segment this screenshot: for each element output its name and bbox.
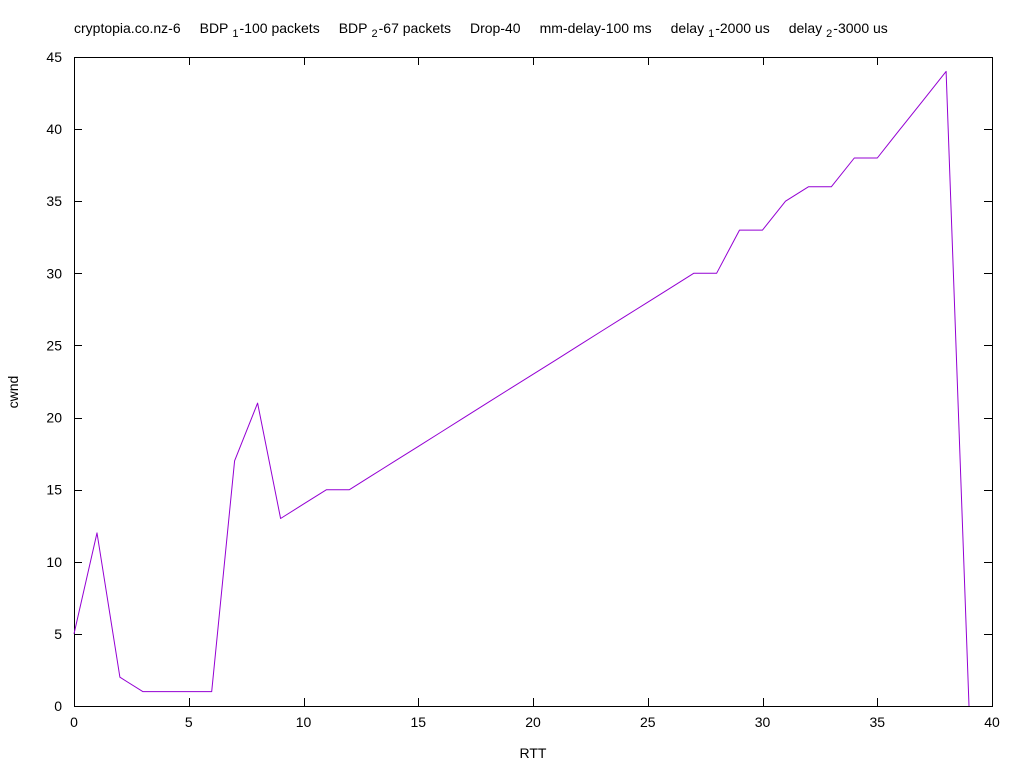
y-tick-label: 25 (46, 337, 62, 353)
series-line-0 (73, 70, 970, 707)
title-part-5-subscript: 1 (708, 28, 714, 40)
y-tick-label: 20 (46, 410, 62, 426)
title-part-3: Drop-40 (470, 20, 521, 36)
title-part-1: BDP (200, 20, 229, 36)
x-tick-label: 5 (185, 714, 193, 730)
title-part-5: delay (671, 20, 704, 36)
title-part-1-suffix: -100 packets (240, 20, 320, 36)
x-tick-label: 20 (525, 714, 541, 730)
y-tick-label: 30 (46, 265, 62, 281)
title-part-1-subscript: 1 (232, 28, 238, 40)
title-part-6: delay (789, 20, 822, 36)
title-part-4: mm-delay-100 ms (540, 20, 652, 36)
y-tick-label: 0 (54, 698, 62, 714)
chart-title: cryptopia.co.nz-6 BDP 1-100 packets BDP 2-67… (74, 20, 888, 40)
x-tick-label: 30 (755, 714, 771, 730)
x-tick-label: 35 (869, 714, 885, 730)
x-tick-label: 40 (984, 714, 1000, 730)
title-part-6-suffix: -3000 us (833, 20, 887, 36)
title-part-2: BDP (339, 20, 368, 36)
y-axis-label: cwnd (5, 376, 21, 409)
y-tick-label: 15 (46, 482, 62, 498)
y-tick-label: 10 (46, 554, 62, 570)
title-part-5-suffix: -2000 us (715, 20, 769, 36)
series-group (73, 70, 970, 707)
x-tick-label: 0 (70, 714, 78, 730)
title-part-0: cryptopia.co.nz-6 (74, 20, 181, 36)
x-tick-label: 15 (410, 714, 426, 730)
y-tick-label: 40 (46, 121, 62, 137)
title-part-2-suffix: -67 packets (379, 20, 451, 36)
y-axis: 0 5 10 15 20 25 30 35 40 45 (46, 49, 992, 714)
title-part-6-subscript: 2 (826, 28, 832, 40)
y-tick-label: 5 (54, 626, 62, 642)
plot-frame (74, 57, 993, 707)
y-tick-label: 35 (46, 193, 62, 209)
chart-title-text: cryptopia.co.nz-6 BDP 1-100 packets BDP 2-67… (74, 20, 888, 40)
y-tick-label: 45 (46, 49, 62, 65)
x-tick-label: 25 (640, 714, 656, 730)
x-tick-label: 10 (296, 714, 312, 730)
x-axis-label: RTT (520, 745, 547, 761)
title-part-2-subscript: 2 (372, 28, 378, 40)
x-axis: 0 5 10 15 20 25 30 35 40 (70, 57, 1000, 730)
